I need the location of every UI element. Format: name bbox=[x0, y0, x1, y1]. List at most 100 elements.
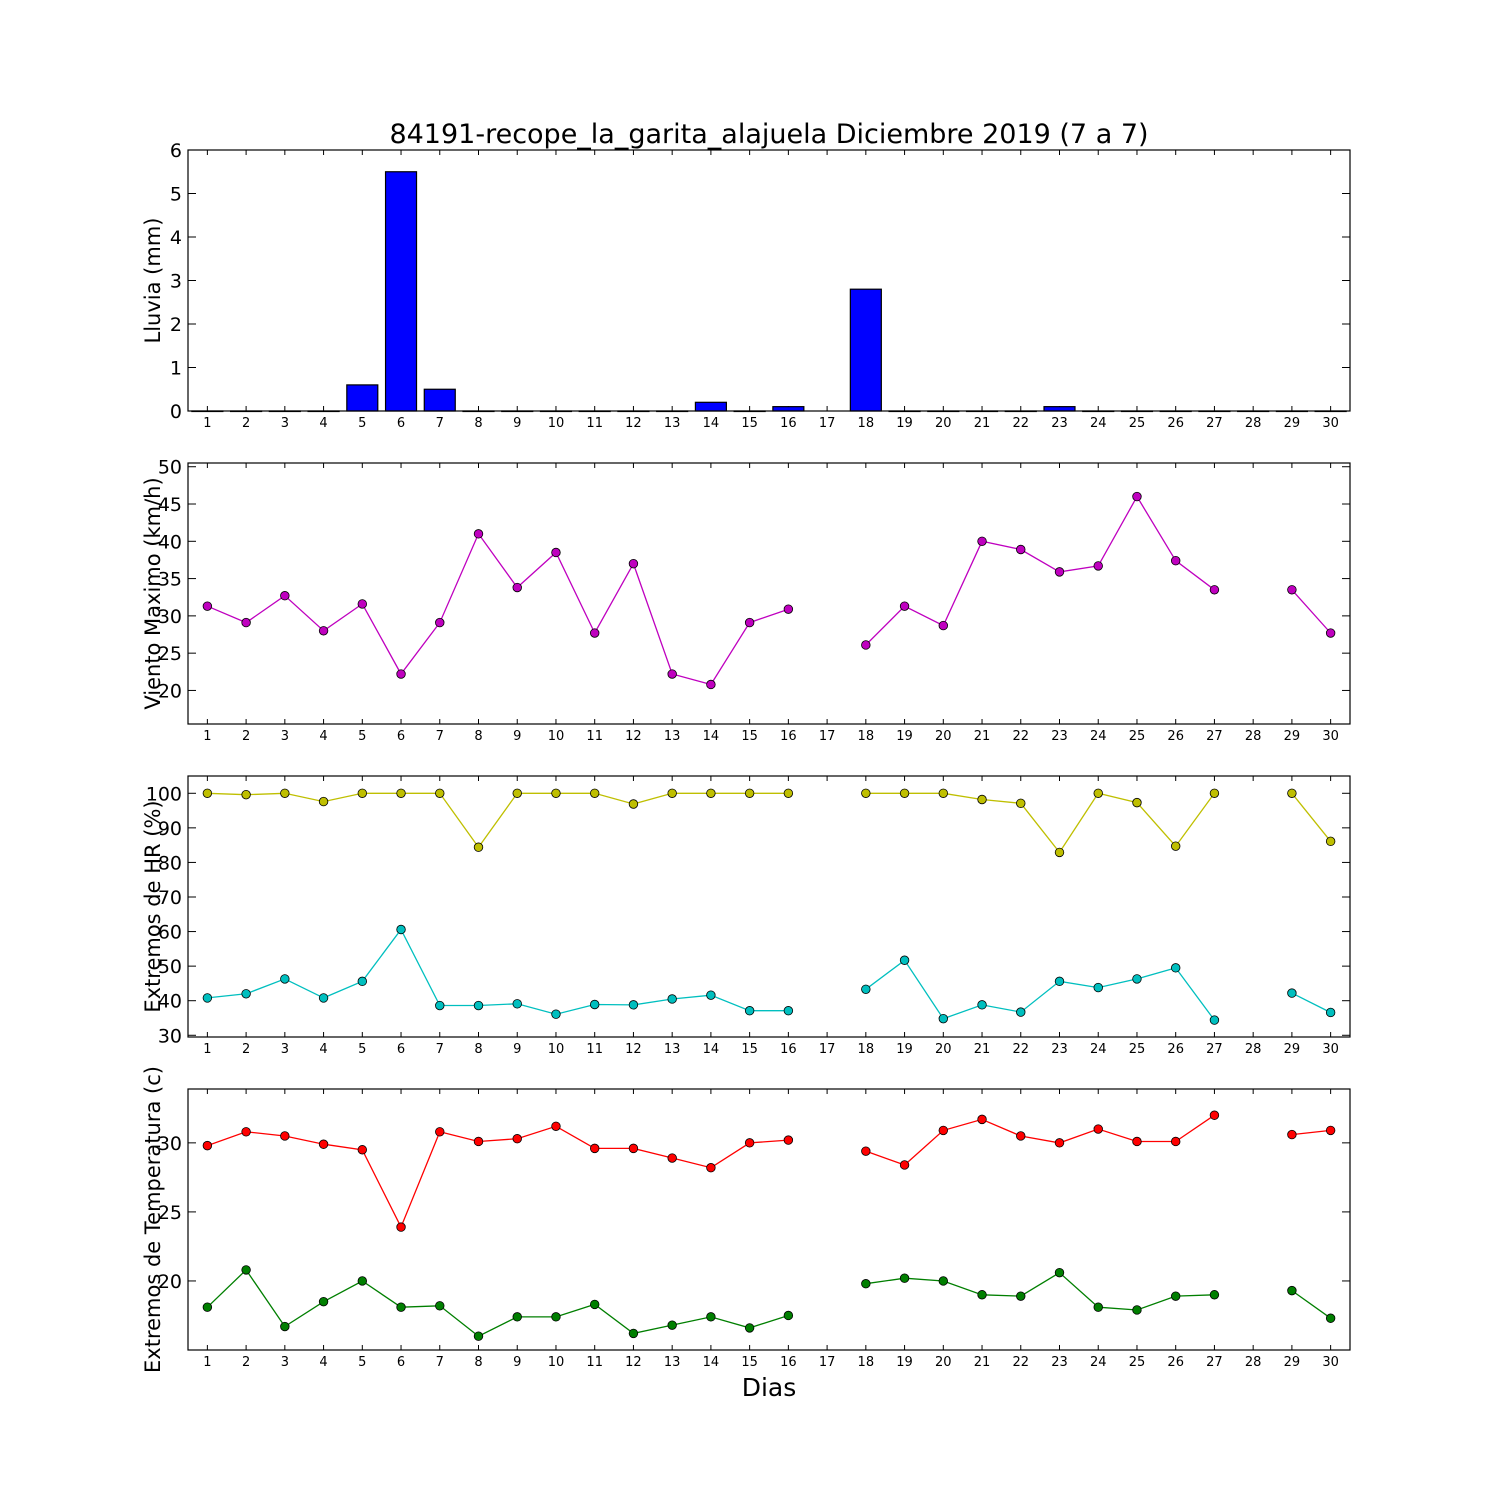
series-1-point-day-27 bbox=[1209, 788, 1220, 798]
series-2-point-day-3 bbox=[280, 974, 290, 984]
x-tick-label: 15 bbox=[741, 1355, 758, 1370]
x-tick-label: 21 bbox=[974, 729, 991, 744]
series-2-point-day-7 bbox=[435, 1000, 445, 1011]
series-1-line bbox=[865, 792, 1215, 854]
x-tick-label: 1 bbox=[203, 1042, 211, 1057]
x-tick-label: 13 bbox=[664, 1355, 681, 1370]
y-tick-label: 100 bbox=[146, 783, 182, 805]
bar-day-18 bbox=[849, 288, 882, 412]
x-tick-label: 5 bbox=[358, 1355, 366, 1370]
x-tick-label: 10 bbox=[548, 416, 565, 431]
x-tick-label: 22 bbox=[1012, 416, 1029, 431]
series-1-point-day-24 bbox=[1093, 1124, 1103, 1134]
series-2-point-day-2 bbox=[241, 1265, 251, 1275]
x-tick-label: 2 bbox=[242, 729, 250, 744]
series-1-point-day-12 bbox=[628, 558, 639, 569]
series-1-point-day-6 bbox=[396, 788, 406, 798]
x-tick-label: 4 bbox=[319, 1042, 327, 1057]
x-tick-label: 28 bbox=[1245, 1042, 1262, 1057]
series-2-point-day-5 bbox=[357, 1276, 368, 1286]
series-1-point-day-9 bbox=[512, 788, 522, 798]
x-tick-label: 16 bbox=[780, 1042, 797, 1057]
series-1-point-day-14 bbox=[706, 679, 716, 690]
y-tick-label: 25 bbox=[158, 1202, 182, 1224]
x-tick-label: 18 bbox=[858, 1042, 875, 1057]
x-tick-label: 29 bbox=[1284, 1042, 1301, 1057]
y-tick-label: 25 bbox=[158, 643, 182, 665]
series-1-point-day-6 bbox=[396, 1222, 406, 1232]
series-2-line bbox=[207, 928, 789, 1015]
x-tick-label: 8 bbox=[474, 729, 482, 744]
series-1-point-day-21 bbox=[977, 794, 987, 805]
series-2-point-day-4 bbox=[318, 1296, 329, 1307]
x-tick-label: 25 bbox=[1129, 416, 1146, 431]
series-2-point-day-14 bbox=[706, 1312, 716, 1322]
x-tick-label: 15 bbox=[741, 1042, 758, 1057]
series-1-point-day-5 bbox=[357, 599, 368, 609]
series-1-point-day-8 bbox=[473, 842, 484, 852]
x-tick-label: 3 bbox=[281, 1042, 289, 1057]
series-2-point-day-24 bbox=[1093, 1302, 1103, 1312]
x-tick-label: 9 bbox=[513, 416, 521, 431]
series-2-point-day-8 bbox=[473, 1331, 484, 1341]
y-tick-label: 40 bbox=[158, 991, 182, 1013]
x-tick-label: 24 bbox=[1090, 729, 1107, 744]
x-tick-label: 5 bbox=[358, 1042, 366, 1057]
series-2-point-day-29 bbox=[1287, 988, 1297, 998]
series-2-point-day-11 bbox=[590, 999, 600, 1010]
x-tick-label: 16 bbox=[780, 416, 797, 431]
x-tick-label: 22 bbox=[1012, 729, 1029, 744]
plot-frame bbox=[187, 1088, 1351, 1351]
series-1-point-day-5 bbox=[357, 1145, 368, 1155]
series-1-point-day-9 bbox=[512, 1134, 522, 1144]
bar-day-6 bbox=[384, 171, 418, 412]
x-tick-label: 24 bbox=[1090, 1355, 1107, 1370]
plot-frame bbox=[187, 149, 1351, 412]
x-tick-label: 10 bbox=[548, 1042, 565, 1057]
series-1-point-day-21 bbox=[977, 1114, 987, 1125]
x-tick-label: 6 bbox=[397, 1042, 405, 1057]
x-tick-label: 19 bbox=[896, 1042, 913, 1057]
x-tick-label: 14 bbox=[703, 416, 720, 431]
series-1-point-day-30 bbox=[1325, 836, 1336, 847]
x-tick-label: 27 bbox=[1206, 1042, 1223, 1057]
x-tick-label: 19 bbox=[896, 1355, 913, 1370]
series-1-point-day-8 bbox=[473, 1136, 484, 1147]
series-1-point-day-27 bbox=[1209, 585, 1220, 595]
x-tick-label: 27 bbox=[1206, 729, 1223, 744]
x-tick-label: 11 bbox=[586, 729, 603, 744]
x-tick-label: 6 bbox=[397, 1355, 405, 1370]
x-tick-label: 22 bbox=[1012, 1355, 1029, 1370]
x-tick-label: 21 bbox=[974, 416, 991, 431]
series-2-point-day-20 bbox=[938, 1013, 949, 1024]
x-tick-label: 17 bbox=[819, 1042, 836, 1057]
series-1-point-day-23 bbox=[1054, 1138, 1065, 1148]
series-1-line bbox=[207, 532, 789, 686]
x-tick-label: 11 bbox=[586, 416, 603, 431]
series-2-point-day-18 bbox=[861, 984, 871, 994]
x-tick-label: 13 bbox=[664, 416, 681, 431]
x-tick-label: 1 bbox=[203, 729, 211, 744]
series-1-point-day-13 bbox=[667, 669, 677, 679]
bar-day-5 bbox=[346, 384, 379, 412]
series-2-point-day-21 bbox=[977, 1290, 987, 1300]
series-2-line bbox=[1291, 1290, 1331, 1319]
series-2-point-day-18 bbox=[861, 1279, 871, 1289]
x-tick-label: 9 bbox=[513, 1042, 521, 1057]
series-1-line bbox=[865, 495, 1215, 646]
series-1-point-day-19 bbox=[899, 601, 910, 611]
y-tick-label: 2 bbox=[170, 314, 182, 336]
series-2-point-day-9 bbox=[512, 1312, 522, 1322]
x-tick-label: 13 bbox=[664, 1042, 681, 1057]
x-tick-label: 3 bbox=[281, 1355, 289, 1370]
series-1-point-day-24 bbox=[1093, 561, 1103, 571]
y-tick-label: 50 bbox=[158, 457, 182, 479]
y-tick-label: 30 bbox=[158, 1025, 182, 1047]
x-tick-label: 23 bbox=[1051, 416, 1068, 431]
series-2-point-day-15 bbox=[744, 1323, 755, 1333]
series-2-point-day-30 bbox=[1325, 1313, 1336, 1323]
x-tick-label: 6 bbox=[397, 729, 405, 744]
x-tick-label: 7 bbox=[436, 416, 444, 431]
series-1-point-day-15 bbox=[744, 788, 755, 798]
x-tick-label: 18 bbox=[858, 1355, 875, 1370]
